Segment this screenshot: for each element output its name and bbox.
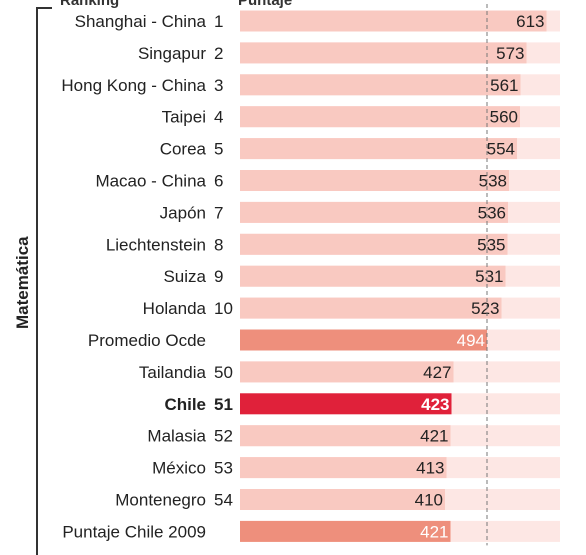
bar [240,297,502,319]
bar [240,489,445,510]
rank-label: 3 [214,76,223,95]
country-label: Malasia [147,427,206,446]
rank-label: 2 [214,44,223,63]
value-label: 427 [423,363,451,382]
bar [240,361,454,383]
value-label: 423 [421,395,449,414]
rank-label: 8 [214,235,223,254]
bar [240,457,447,479]
country-label: Singapur [138,44,206,63]
country-label: Corea [160,140,207,159]
bar [240,74,521,96]
value-label: 613 [516,12,544,31]
country-label: Montenegro [115,491,206,510]
bar [240,233,508,255]
bar [240,520,451,542]
bar [240,425,451,447]
value-label: 421 [420,427,448,446]
bar [240,10,547,32]
value-label: 538 [479,172,507,191]
country-label: Japón [160,203,206,222]
bar [240,393,452,415]
score-column-header: Puntaje [238,0,318,8]
rank-label: 53 [214,459,233,478]
value-label: 494 [457,331,485,350]
rank-label: 10 [214,299,233,318]
group-bracket [36,7,52,555]
value-label: 531 [475,267,503,286]
ranking-column-header: Ranking [60,0,230,8]
rank-label: 51 [214,395,233,414]
country-label: Promedio Ocde [88,331,206,350]
rank-label: 5 [214,140,223,159]
value-label: 560 [490,108,518,127]
rank-label: 7 [214,203,223,222]
rank-label: 54 [214,491,233,510]
value-label: 410 [415,491,443,510]
bar [240,329,487,351]
country-label: Tailandia [139,363,207,382]
rank-label: 6 [214,172,223,191]
bar [240,42,527,64]
country-label: Taipei [162,108,206,127]
rank-label: 1 [214,12,223,31]
value-label: 573 [496,44,524,63]
country-label: Holanda [143,299,207,318]
value-label: 554 [487,140,515,159]
bar [240,201,508,223]
rank-label: 50 [214,363,233,382]
bar [240,170,509,191]
bar [240,138,517,160]
value-label: 413 [416,459,444,478]
value-label: 523 [471,299,499,318]
country-label: Liechtenstein [106,235,206,254]
rank-label: 52 [214,427,233,446]
country-label: Macao - China [95,172,206,191]
country-label: Puntaje Chile 2009 [62,522,206,541]
value-label: 421 [420,522,448,541]
value-label: 561 [490,76,518,95]
country-label: Chile [164,395,206,414]
rank-label: 9 [214,267,223,286]
value-label: 535 [477,235,505,254]
country-label: Hong Kong - China [61,76,206,95]
bar [240,106,520,128]
country-label: México [152,459,206,478]
bar [240,265,506,287]
rank-label: 4 [214,108,223,127]
group-label: Matemática [13,236,32,329]
value-label: 536 [478,203,506,222]
country-label: Shanghai - China [75,12,207,31]
country-label: Suiza [163,267,206,286]
